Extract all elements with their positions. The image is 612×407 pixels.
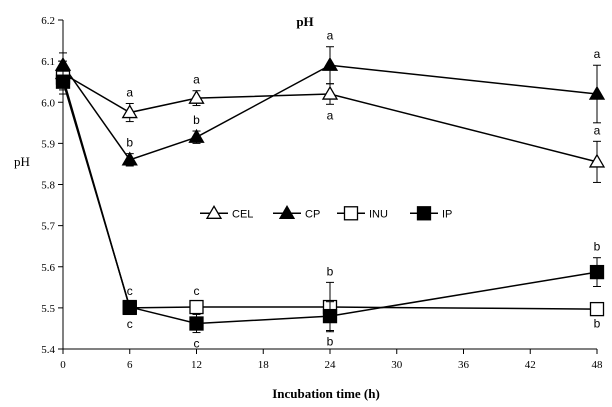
y-tick-label: 5.6 (41, 262, 55, 274)
legend-label-cp: CP (305, 208, 320, 220)
cp-point (588, 85, 606, 100)
x-tick-label: 42 (525, 359, 536, 371)
cp-letter: b (193, 113, 200, 127)
y-tick-label: 6.1 (41, 56, 55, 68)
legend-marker-cp (278, 204, 296, 219)
inu-letter: b (594, 316, 601, 330)
legend-marker-cel (205, 204, 223, 219)
ip-point (589, 264, 605, 280)
ip-point (122, 299, 137, 315)
series-ip (55, 68, 605, 334)
cel-letter: a (594, 123, 601, 137)
legend-item-cel: CEL (200, 204, 253, 220)
legend-item-ip: IP (410, 206, 452, 221)
cel-point (121, 104, 138, 119)
y-tick-label: 5.7 (41, 221, 55, 233)
chart-title: pH (296, 14, 313, 29)
inu-point (189, 299, 204, 315)
ip-letter: b (327, 334, 334, 348)
x-tick-label: 24 (325, 359, 337, 371)
y-tick-label: 5.5 (41, 303, 55, 315)
y-tick-label: 6.0 (41, 97, 55, 109)
x-tick-label: 48 (592, 359, 604, 371)
legend-marker-ip (416, 206, 432, 221)
cp-letter: a (327, 29, 334, 43)
series-layer (54, 46, 606, 334)
legend-item-cp: CP (273, 204, 320, 220)
y-tick-label: 6.2 (41, 15, 55, 27)
legend-label-cel: CEL (232, 208, 253, 220)
legend-item-inu: INU (337, 206, 388, 221)
inu-point (589, 301, 605, 317)
x-axis-label: Incubation time (h) (272, 386, 380, 401)
legend-label-inu: INU (369, 208, 388, 220)
ip-point (189, 316, 204, 331)
cel-letter: a (327, 108, 334, 122)
y-axis-label: pH (14, 154, 30, 169)
ip-point (55, 74, 71, 89)
cp-point (188, 128, 205, 143)
x-tick-label: 12 (191, 359, 202, 371)
series-cp (54, 46, 606, 167)
ip-letter: c (127, 284, 133, 298)
inu-letter: c (194, 284, 200, 298)
y-tick-label: 5.8 (41, 180, 55, 192)
series-inu (55, 64, 605, 333)
cel-point (588, 153, 606, 168)
x-tick-label: 0 (60, 359, 66, 371)
significance-letters: a a a a b b a a c c b b c c b b (126, 29, 600, 351)
inu-letter: b (327, 264, 334, 278)
ip-letter: b (594, 240, 601, 254)
cel-letter: a (193, 73, 200, 87)
ip-letter: c (194, 337, 200, 351)
legend-label-ip: IP (442, 208, 452, 220)
legend-marker-inu (343, 206, 359, 221)
cel-letter: a (126, 85, 133, 99)
x-tick-label: 36 (458, 359, 470, 371)
y-tick-label: 5.4 (41, 344, 55, 356)
ip-point (322, 308, 338, 324)
cp-letter: a (594, 47, 601, 61)
x-tick-label: 30 (391, 359, 403, 371)
legend: CEL CP INU IP (200, 204, 452, 221)
cel-point (321, 85, 339, 100)
x-tick-label: 6 (127, 359, 133, 371)
y-tick-label: 5.9 (41, 138, 55, 150)
x-tick-label: 18 (258, 359, 270, 371)
axes: 5.4 5.5 5.6 5.7 5.8 5.9 6.0 6.1 6.2 0 6 12 18 24 30 36 4… (41, 15, 603, 371)
cp-point (321, 56, 339, 71)
inu-letter: c (127, 317, 133, 331)
cp-letter: b (126, 136, 133, 150)
cp-point (121, 151, 138, 166)
cel-point (188, 89, 205, 104)
